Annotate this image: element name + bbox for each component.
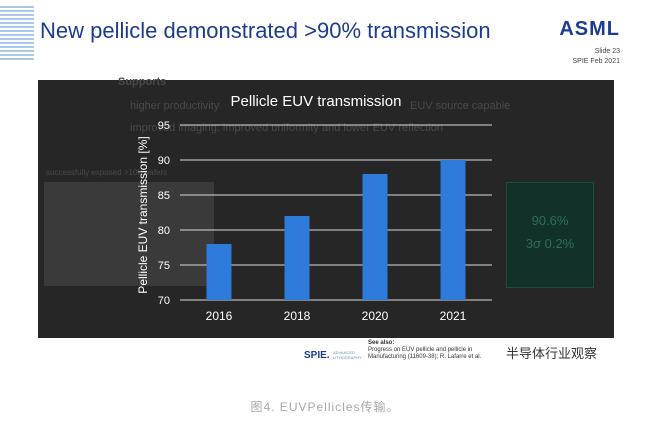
y-tick-label: 75 [158,260,170,272]
background-result-panel: 90.6% 3σ 0.2% [506,182,594,288]
slide-date: SPIE Feb 2021 [572,58,620,65]
y-tick-label: 85 [158,190,170,202]
see-also: See also: Progress on EUV pellicle and p… [368,340,481,361]
x-tick-label: 2020 [362,309,389,323]
y-tick-label: 80 [158,225,170,237]
y-tick-label: 70 [158,295,170,307]
bar-2018 [284,216,310,300]
see-also-label: See also: [368,340,395,346]
figure-caption: 图4. EUVPellicles传输。 [250,400,400,414]
y-tick-label: 95 [158,120,170,132]
background-heading: Supports [118,76,167,88]
spie-sub-line-1: ADVANCED [333,350,355,355]
chart-overlay: Supports higher productivity EUV source … [38,76,614,338]
see-also-line-1: Progress on EUV pellicle and pellicle in [368,347,473,353]
bar-2021 [440,160,466,300]
slide-footer [0,338,650,378]
slide-header: New pellicle demonstrated >90% transmiss… [0,0,650,80]
spie-logo: SPIE. [304,350,330,361]
background-wafer-image [44,182,214,286]
y-axis-label: Pellicle EUV transmission [%] [136,136,150,293]
header-stripes [0,6,34,62]
slide-title: New pellicle demonstrated >90% transmiss… [40,18,491,43]
background-panel-sigma: 3σ 0.2% [525,236,575,251]
chart-title: Pellicle EUV transmission [231,93,402,110]
slide-number: Slide 23 [594,48,620,55]
y-tick-labels: 70 75 80 85 90 95 [158,120,170,307]
watermark: 半导体行业观察 [506,346,598,361]
spie-logo-subtitle: ADVANCED LITHOGRAPHY [333,350,362,360]
x-tick-label: 2018 [284,309,311,323]
background-bullet-1-tail: EUV source capable [410,100,511,112]
bar-layer [206,160,466,300]
background-image-caption: successfully exposed >10k wafers [46,168,168,177]
background-panel-value: 90.6% [531,213,569,228]
x-tick-labels: 2016 2018 2020 2021 [206,309,467,323]
spie-sub-line-2: LITHOGRAPHY [333,355,362,360]
asml-logo: ASML [559,18,620,40]
x-tick-label: 2021 [440,309,467,323]
x-tick-label: 2016 [206,309,233,323]
y-tick-label: 90 [158,155,170,167]
bar-2016 [206,244,232,300]
grid-layer [180,124,492,301]
bar-2020 [362,174,388,300]
see-also-line-2: Manufacturing (11609-38); R. Lafarre et … [368,354,482,360]
background-bullet-1: higher productivity [130,100,220,112]
